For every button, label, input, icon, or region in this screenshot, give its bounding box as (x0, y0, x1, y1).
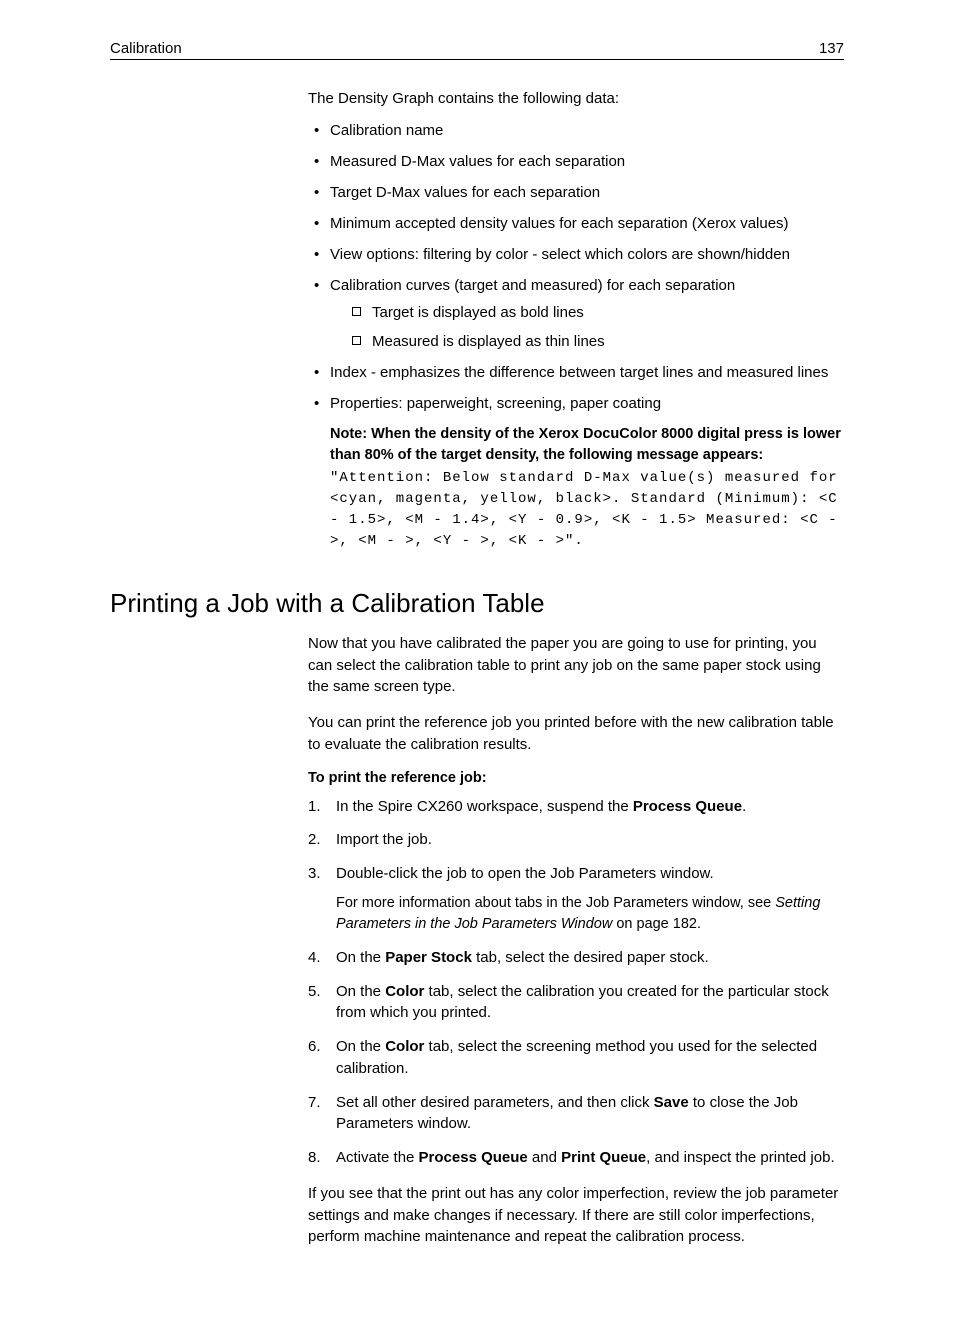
step-text: In the Spire CX260 workspace, suspend th… (336, 798, 633, 815)
step-text: On the (336, 949, 385, 966)
bullet-item: Calibration name (308, 120, 844, 141)
bullet-text: Calibration curves (target and measured)… (330, 277, 735, 294)
step-bold: Print Queue (561, 1149, 646, 1166)
step-text: Activate the (336, 1149, 419, 1166)
step-text: Set all other desired parameters, and th… (336, 1094, 654, 1111)
bullet-item: Measured D-Max values for each separatio… (308, 151, 844, 172)
section-heading: Printing a Job with a Calibration Table (110, 588, 844, 619)
density-content: The Density Graph contains the following… (110, 88, 844, 552)
step-item: On the Paper Stock tab, select the desir… (308, 947, 844, 969)
page-header: Calibration 137 (110, 40, 844, 60)
step-bold: Process Queue (633, 798, 742, 815)
note-label: Note: (330, 426, 367, 442)
header-page-number: 137 (819, 40, 844, 57)
section-para: You can print the reference job you prin… (308, 712, 844, 756)
procedure-steps: In the Spire CX260 workspace, suspend th… (308, 796, 844, 1169)
step-text: , and inspect the printed job. (646, 1149, 834, 1166)
step-item: In the Spire CX260 workspace, suspend th… (308, 796, 844, 818)
step-text: On the (336, 1038, 385, 1055)
bullet-item: Properties: paperweight, screening, pape… (308, 393, 844, 414)
step-bold: Save (654, 1094, 689, 1111)
section-content: Now that you have calibrated the paper y… (110, 633, 844, 1248)
step-bold: Paper Stock (385, 949, 472, 966)
density-bullet-list: Calibration name Measured D-Max values f… (308, 120, 844, 414)
note-bold-text: When the density of the Xerox DocuColor … (330, 426, 841, 463)
sub-bullet-item: Measured is displayed as thin lines (330, 331, 844, 352)
step-item: Activate the Process Queue and Print Que… (308, 1147, 844, 1169)
bullet-item: Calibration curves (target and measured)… (308, 275, 844, 352)
step-subtext: For more information about tabs in the J… (336, 893, 844, 935)
step-text: tab, select the desired paper stock. (472, 949, 709, 966)
step-bold: Color (385, 1038, 424, 1055)
step-sub-text: on page 182. (612, 916, 701, 932)
step-bold: Color (385, 983, 424, 1000)
step-item: On the Color tab, select the calibration… (308, 981, 844, 1025)
header-left: Calibration (110, 40, 182, 57)
step-bold: Process Queue (419, 1149, 528, 1166)
procedure-subhead: To print the reference job: (308, 770, 844, 786)
density-sub-list: Target is displayed as bold lines Measur… (330, 302, 844, 352)
density-note: Note: When the density of the Xerox Docu… (330, 424, 844, 552)
step-text: On the (336, 983, 385, 1000)
step-item: Double-click the job to open the Job Par… (308, 863, 844, 935)
bullet-item: Index - emphasizes the difference betwee… (308, 362, 844, 383)
sub-bullet-item: Target is displayed as bold lines (330, 302, 844, 323)
note-monospace-message: "Attention: Below standard D-Max value(s… (330, 468, 844, 552)
step-item: Set all other desired parameters, and th… (308, 1092, 844, 1136)
page: Calibration 137 The Density Graph contai… (0, 0, 954, 1322)
bullet-item: Minimum accepted density values for each… (308, 213, 844, 234)
step-text: and (528, 1149, 561, 1166)
bullet-item: Target D-Max values for each separation (308, 182, 844, 203)
step-item: Import the job. (308, 829, 844, 851)
section-para: If you see that the print out has any co… (308, 1183, 844, 1248)
step-sub-text: For more information about tabs in the J… (336, 895, 775, 911)
step-text: Double-click the job to open the Job Par… (336, 865, 714, 882)
section-para: Now that you have calibrated the paper y… (308, 633, 844, 698)
step-text: . (742, 798, 746, 815)
step-item: On the Color tab, select the screening m… (308, 1036, 844, 1080)
bullet-item: View options: filtering by color - selec… (308, 244, 844, 265)
density-intro: The Density Graph contains the following… (308, 88, 844, 110)
